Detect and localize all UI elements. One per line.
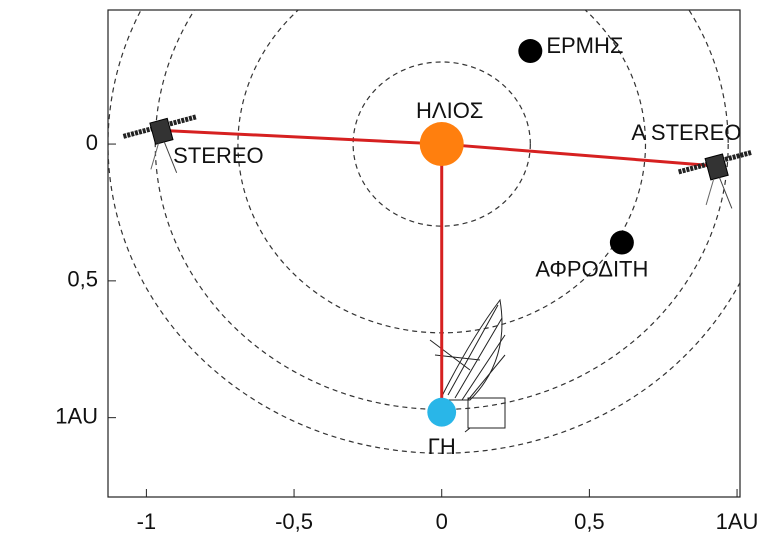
x-tick-label: 0,5 (574, 509, 605, 534)
link-line (441, 142, 717, 168)
antenna (150, 143, 159, 170)
antenna (163, 141, 178, 173)
body (609, 230, 634, 255)
plot-frame (107, 9, 741, 498)
spacecraft (122, 114, 198, 173)
orbit (352, 61, 531, 227)
body (419, 122, 464, 167)
body (518, 39, 543, 64)
body-label: A STEREO (631, 120, 741, 145)
x-tick-label: -0,5 (275, 509, 313, 534)
y-tick-label: 0 (86, 130, 98, 155)
body (427, 397, 457, 427)
link-line (161, 128, 442, 146)
body-label: ΑΦΡΟΔΙΤΗ (535, 256, 648, 281)
y-tick-label: 0,5 (67, 267, 98, 292)
radio-dish (429, 298, 506, 433)
x-tick-label: 0 (436, 509, 448, 534)
plot (108, 10, 740, 454)
spacecraft (677, 149, 753, 209)
body-label: ΕΡΜΗΣ (546, 33, 623, 58)
x-tick-label: 1AU (716, 509, 759, 534)
y-tick-label: 1AU (55, 403, 98, 428)
antenna (719, 177, 733, 209)
body-label: ΗΛΙΟΣ (416, 98, 483, 123)
body-label: STEREO (173, 143, 263, 168)
body-label: ΓΗ (428, 434, 456, 459)
x-tick-label: -1 (137, 509, 157, 534)
orbit (108, 10, 740, 454)
antenna (705, 178, 715, 206)
